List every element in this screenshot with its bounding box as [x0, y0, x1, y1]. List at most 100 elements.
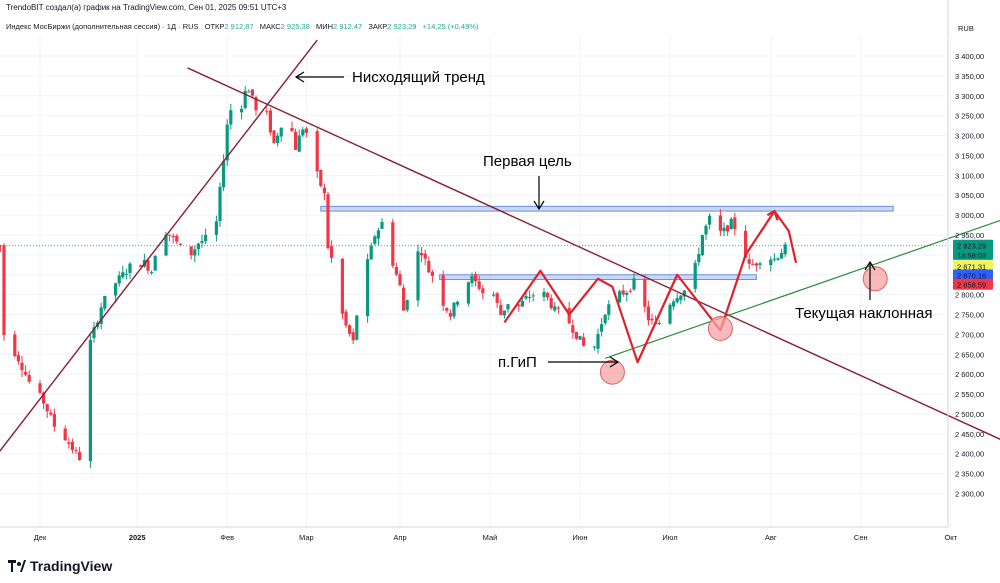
candle-up — [128, 263, 132, 274]
y-tick-label: 3 250,00 — [955, 112, 984, 121]
candle-down — [628, 290, 632, 292]
candle-down — [546, 292, 550, 298]
candle-up — [121, 272, 125, 278]
highlight-circle — [862, 266, 888, 292]
candle-up — [776, 258, 780, 260]
candle-down — [481, 288, 485, 294]
candle-up — [92, 327, 96, 338]
candle-down — [13, 334, 17, 357]
candle-up — [668, 304, 672, 324]
candle-up — [722, 227, 726, 232]
early-uptrend-line — [0, 39, 318, 452]
candle-up — [679, 295, 683, 301]
candle-down — [574, 331, 578, 339]
candle-up — [607, 304, 611, 315]
downtrend-arrow-head — [294, 71, 305, 83]
candle-down — [268, 110, 272, 133]
y-tick-label: 2 600,00 — [955, 370, 984, 379]
candle-down — [322, 187, 326, 194]
candle-down — [272, 130, 276, 143]
candle-down — [290, 127, 294, 132]
x-tick-label: Авг — [765, 533, 777, 542]
candle-up — [596, 333, 600, 349]
candle-down — [0, 245, 2, 247]
candle-up — [542, 292, 546, 297]
x-tick-label: Окт — [944, 533, 957, 542]
candle-down — [20, 362, 24, 371]
y-tick-label: 2 300,00 — [955, 490, 984, 499]
candle-up — [247, 91, 251, 93]
downtrend-label: Нисходящий тренд — [352, 69, 485, 86]
instrument-info: Индекс МосБиржи (дополнительная сессия) … — [6, 22, 478, 31]
candle-up — [780, 252, 784, 259]
candle-up — [603, 314, 607, 324]
candle-up — [200, 240, 204, 243]
inverse-hs-label: п.ГиП — [498, 354, 537, 371]
y-tick-label: 2 800,00 — [955, 291, 984, 300]
candle-down — [556, 307, 560, 309]
footer[interactable]: TradingView — [8, 556, 112, 576]
annotations: Нисходящий тренд Первая цель Текущая накло… — [294, 69, 933, 371]
candle-up — [492, 294, 496, 296]
candle-up — [708, 215, 712, 225]
candle-up — [783, 244, 787, 255]
candle-down — [477, 281, 481, 289]
candle-up — [153, 256, 157, 271]
trendline-arrow-head — [864, 260, 876, 271]
candle-up — [243, 90, 247, 109]
candle-up — [524, 296, 528, 299]
candle-up — [618, 291, 622, 303]
x-tick-label: Мар — [299, 533, 314, 542]
countdown-tag-bg — [953, 248, 993, 260]
candle-up — [578, 336, 582, 340]
candle-up — [675, 298, 679, 303]
candle-down — [2, 245, 6, 336]
first-target-zone — [320, 205, 894, 212]
candle-down — [445, 308, 449, 311]
candle-down — [254, 97, 258, 111]
candle-down — [45, 404, 49, 412]
y-tick-label: 2 700,00 — [955, 330, 984, 339]
low-label: МИН — [315, 22, 334, 31]
candle-down — [528, 296, 532, 298]
high-label: МАКС — [259, 22, 281, 31]
candle-down — [650, 318, 654, 321]
candle-down — [70, 441, 74, 450]
candle-up — [369, 245, 373, 260]
zones — [320, 205, 894, 281]
low-value: 2 912,47 — [333, 22, 363, 31]
candle-down — [78, 451, 82, 461]
candle-down — [189, 246, 193, 256]
candle-down — [326, 194, 330, 249]
red-price-tag: 2 858,59 — [957, 281, 986, 290]
y-tick-label: 2 650,00 — [955, 350, 984, 359]
y-tick-label: 3 050,00 — [955, 191, 984, 200]
candle-up — [218, 186, 222, 222]
candle-down — [420, 252, 424, 256]
candle-up — [103, 295, 107, 309]
currency-label: RUB — [958, 24, 974, 33]
candle-up — [682, 290, 686, 297]
candle-down — [394, 267, 398, 275]
candle-down — [549, 298, 553, 309]
candle-up — [193, 249, 197, 256]
candle-up — [553, 306, 557, 311]
candle-down — [74, 450, 78, 452]
candle-up — [456, 301, 460, 305]
candle-down — [146, 259, 150, 271]
x-tick-label: Июл — [662, 533, 677, 542]
y-tick-label: 3 150,00 — [955, 151, 984, 160]
candle-down — [571, 325, 575, 333]
candle-up — [693, 262, 697, 289]
y-tick-label: 2 550,00 — [955, 390, 984, 399]
close-label: ЗАКР — [368, 22, 388, 31]
candle-up — [632, 278, 636, 290]
candle-up — [196, 243, 200, 250]
candle-down — [265, 111, 269, 113]
instrument-name: Индекс МосБиржи (дополнительная сессия) … — [6, 22, 199, 31]
candle-up — [520, 300, 524, 307]
candle-up — [204, 234, 208, 242]
y-tick-label: 2 350,00 — [955, 470, 984, 479]
